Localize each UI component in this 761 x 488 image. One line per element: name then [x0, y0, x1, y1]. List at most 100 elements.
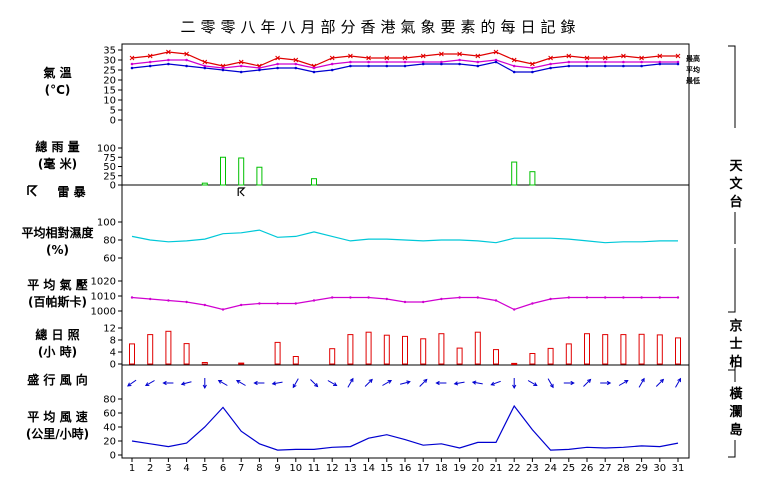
sunshine-bar-15	[383, 334, 390, 365]
temp-point-max-9	[275, 55, 280, 61]
x-tick-label-23: 23	[526, 463, 539, 474]
temp-legend-2: 最低	[686, 76, 700, 85]
sunshine-label-line1: 總 日 照	[35, 328, 80, 342]
wind-arrow-31	[675, 377, 682, 388]
temp-point-max-31	[675, 53, 681, 59]
wind-arrow-19	[453, 381, 465, 386]
temp-point-max-12	[329, 55, 335, 61]
sunshine-bar-20	[474, 331, 481, 365]
humidity-label-line1: 平均相對濕度	[21, 226, 94, 240]
pressure-point-1	[130, 296, 134, 299]
pressure-point-14	[367, 296, 370, 299]
temp-point-2-15	[385, 64, 389, 68]
kingspark-bracket-top	[728, 248, 736, 313]
rain-tick-label-100: 100	[97, 144, 116, 155]
x-tick-label-16: 16	[399, 463, 412, 474]
pressure-point-15	[385, 297, 388, 301]
temp-point-1-9	[276, 62, 279, 66]
x-tick-label-11: 11	[308, 463, 321, 474]
pressure-point-17	[422, 300, 425, 304]
temp-tick-label-20: 20	[103, 76, 116, 87]
temperature-label-line2: (°C)	[44, 83, 71, 97]
sunshine-bar-29	[638, 333, 645, 365]
pressure-point-18	[440, 297, 443, 301]
temperature-label-line1: 氣 溫	[43, 66, 72, 80]
temp-point-1-8	[258, 66, 261, 70]
x-tick-label-15: 15	[380, 463, 393, 474]
sunshine-bar-25	[565, 343, 572, 365]
x-tick-label-1: 1	[129, 463, 135, 474]
rain-bar-8	[256, 166, 263, 186]
temp-point-2-7	[239, 70, 243, 74]
humidity-line	[131, 229, 678, 244]
x-tick-label-29: 29	[635, 463, 648, 474]
temp-tick-label-25: 25	[103, 66, 116, 77]
x-tick-label-9: 9	[274, 463, 280, 474]
temp-point-2-3	[167, 62, 170, 66]
temp-point-1-21	[494, 58, 498, 62]
x-tick-label-30: 30	[653, 463, 666, 474]
temp-point-max-4	[184, 51, 189, 57]
temp-point-1-7	[239, 64, 243, 68]
wind-arrow-6	[217, 379, 228, 386]
humidity-label: 平均相對濕度 (%)	[0, 225, 115, 259]
temp-point-max-29	[639, 55, 644, 61]
temp-point-max-14	[366, 55, 371, 61]
observatory-bracket-top	[728, 45, 736, 128]
sunshine-tick-label-12: 12	[103, 324, 116, 335]
pressure-point-25	[567, 296, 570, 299]
temp-point-2-24	[549, 66, 552, 70]
wind-arrow-9	[271, 381, 283, 386]
temp-point-max-20	[475, 53, 481, 59]
pressure-point-7	[240, 303, 243, 307]
temp-point-max-24	[548, 55, 553, 61]
x-tick-label-24: 24	[544, 463, 557, 474]
thunderstorm-label: 雷 暴	[14, 184, 129, 201]
temp-point-1-11	[312, 66, 316, 70]
rain-tick-label-25: 25	[103, 171, 116, 182]
wind-arrow-30	[655, 378, 665, 387]
temp-point-2-17	[421, 62, 425, 66]
x-tick-label-31: 31	[672, 463, 685, 474]
pressure-point-11	[312, 299, 316, 302]
wind-arrow-1	[127, 379, 137, 387]
wind-arrow-26	[583, 378, 592, 387]
temperature-label: 氣 溫 (°C)	[0, 65, 115, 99]
wind-direction-label: 盛 行 風 向	[0, 372, 115, 389]
temp-point-2-19	[458, 62, 461, 66]
sunshine-bar-23	[529, 353, 536, 365]
temp-legend-0: 最高	[686, 54, 700, 63]
pressure-label: 平 均 氣 壓 (百帕斯卡)	[0, 277, 115, 311]
x-tick-label-8: 8	[256, 463, 262, 474]
wind-speed-label: 平 均 風 速 (公里/小時)	[0, 409, 115, 443]
temp-point-2-20	[476, 64, 480, 68]
pressure-point-2	[149, 297, 152, 301]
temp-point-max-28	[621, 53, 626, 59]
windspeed-tick-label-20: 20	[103, 437, 116, 448]
x-tick-label-7: 7	[238, 463, 244, 474]
temp-point-1-16	[403, 60, 407, 64]
sunshine-bar-27	[602, 334, 609, 365]
temp-point-2-12	[330, 68, 334, 72]
pressure-point-4	[185, 300, 188, 304]
temp-point-max-22	[511, 57, 517, 63]
wind-direction-label-line1: 盛 行 風 向	[27, 373, 88, 387]
temp-point-2-9	[276, 66, 279, 70]
x-tick-label-22: 22	[508, 463, 521, 474]
wind-arrow-4	[180, 381, 192, 386]
temp-line-0	[131, 51, 678, 67]
temp-point-2-23	[531, 70, 534, 74]
wind-arrow-17	[419, 378, 428, 387]
temp-point-1-30	[658, 60, 662, 64]
temp-point-1-15	[385, 60, 389, 64]
temp-point-1-18	[440, 60, 443, 64]
sunshine-tick-label-8: 8	[110, 336, 116, 347]
station-label-observatory: 天文台	[729, 159, 743, 210]
temp-point-max-7	[238, 59, 244, 65]
windspeed-line	[131, 404, 679, 451]
temp-point-max-26	[584, 55, 590, 61]
pressure-label-line2: (百帕斯卡)	[28, 295, 87, 309]
pressure-point-26	[585, 296, 589, 299]
temp-point-1-3	[167, 58, 170, 62]
temp-point-2-27	[603, 64, 607, 68]
